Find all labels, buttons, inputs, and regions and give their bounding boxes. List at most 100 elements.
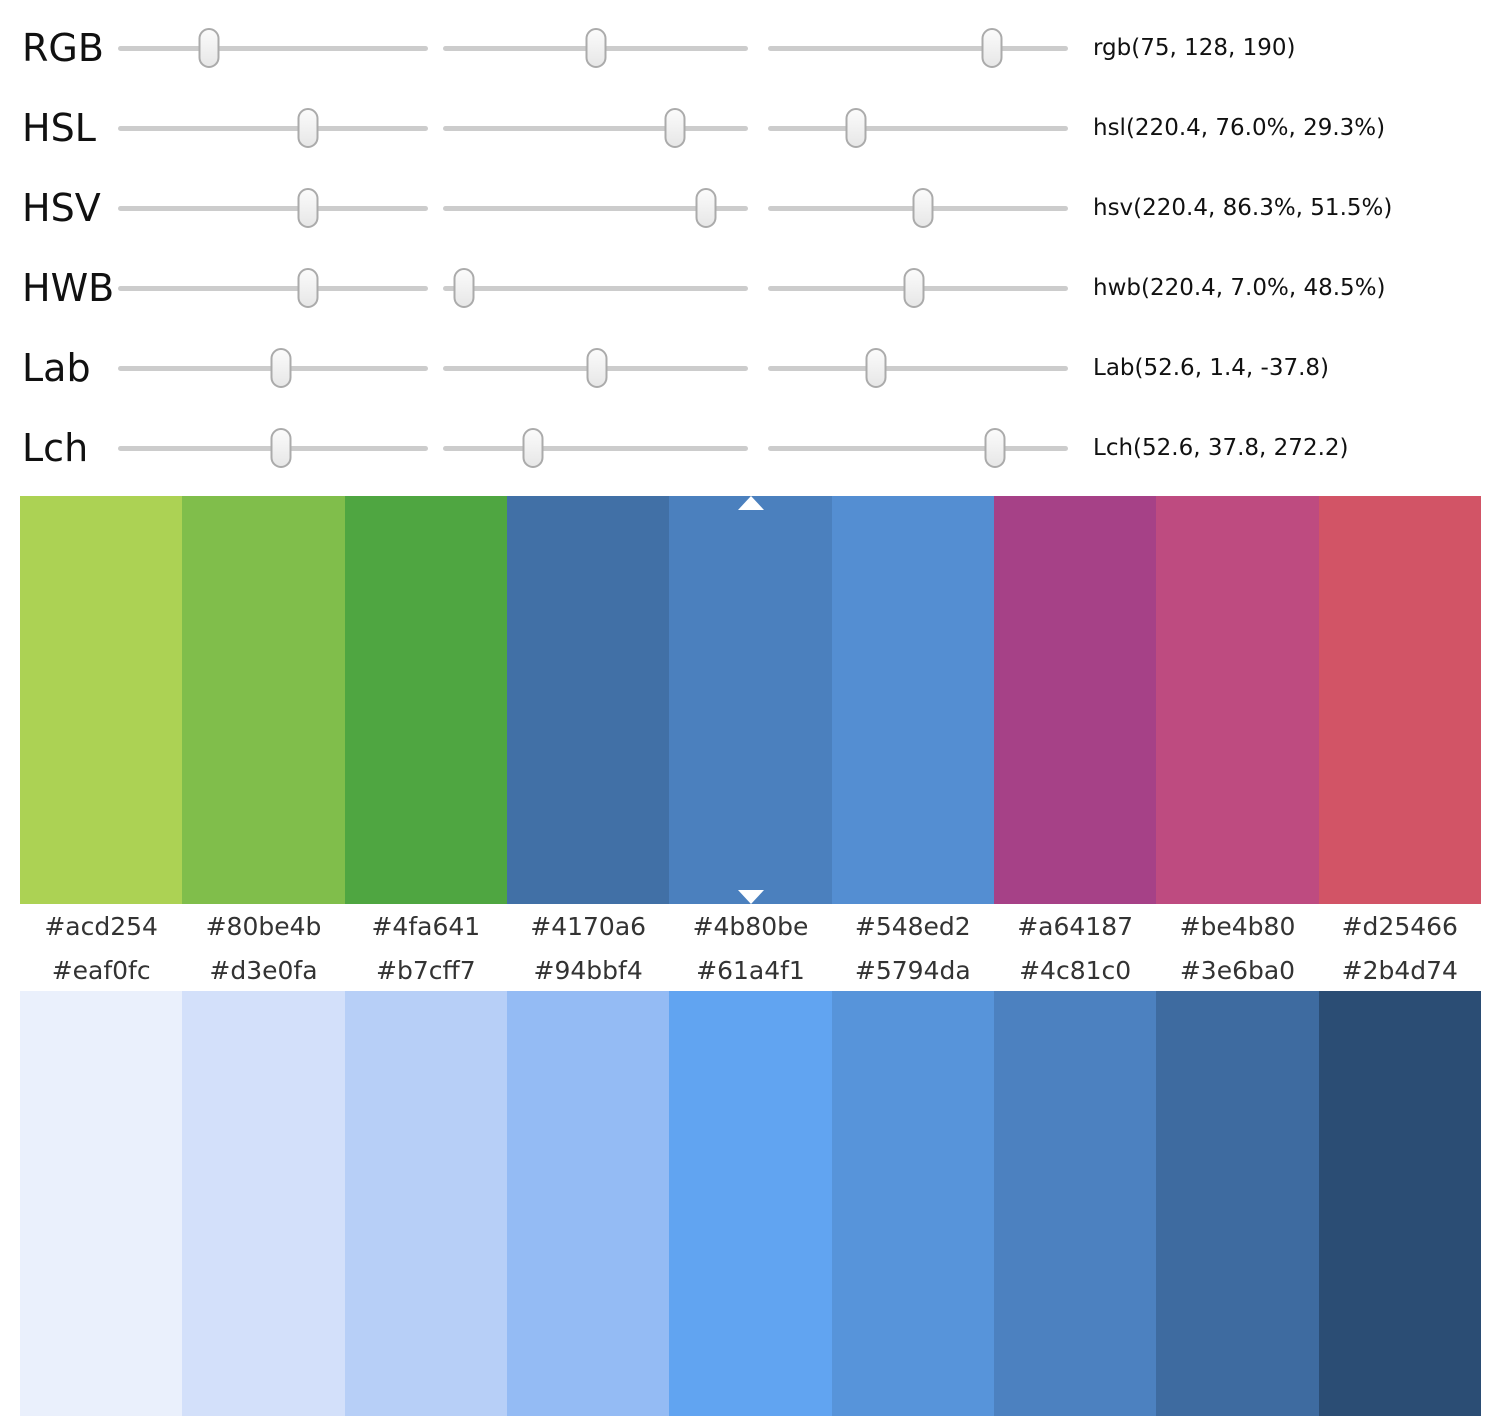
slider-handle[interactable] [586,348,608,388]
palette-main-swatch-label: #be4b80 [1179,912,1296,941]
slider-row-hsl: HSL hsl(220.4, 76.0%, 29.3%) [0,88,1501,168]
palette-shades-swatch[interactable] [344,991,507,1416]
slider-track-bar [118,205,428,211]
slider-track[interactable] [768,185,1068,231]
slider-track[interactable] [443,185,748,231]
slider-track-bar [768,125,1068,131]
palette-shades-swatch[interactable] [506,991,670,1416]
palette-main-swatch[interactable] [506,496,670,904]
slider-track-bar [118,285,428,291]
slider-handle[interactable] [198,28,220,68]
slider-track-bar [443,445,748,451]
palette-main-swatch[interactable] [831,496,994,904]
slider-track-bar [118,45,428,51]
palette-shades-swatch[interactable] [1156,991,1319,1416]
palette-main-swatch-label: #a64187 [1017,912,1134,941]
slider-track[interactable] [768,105,1068,151]
colorspace-label: HSV [22,186,101,230]
slider-track-bar [768,445,1068,451]
palette-shades-swatch-label: #eaf0fc [51,955,151,985]
slider-track[interactable] [118,345,428,391]
slider-track[interactable] [443,345,748,391]
palette-main-swatch[interactable] [993,496,1157,904]
palette-main-swatch-label: #4fa641 [371,912,481,941]
palette-main-swatch-label: #80be4b [205,912,322,941]
colorspace-label: HSL [22,106,96,150]
palette-main-labels: #acd254 #80be4b #4fa641 #4170a6 #4b80be #548e… [20,904,1481,949]
slider-handle[interactable] [453,268,475,308]
palette-shades-swatch-label: #2b4d74 [1341,955,1458,985]
palette-shades-swatch-label: #4c81c0 [1019,955,1132,985]
slider-track[interactable] [443,265,748,311]
slider-handle[interactable] [695,188,717,228]
slider-row-rgb: RGB rgb(75, 128, 190) [0,8,1501,88]
slider-track[interactable] [118,185,428,231]
palette-main-swatch[interactable] [669,496,832,904]
slider-handle[interactable] [270,428,292,468]
palette-shades-swatch-label: #d3e0fa [209,955,318,985]
slider-track[interactable] [118,105,428,151]
slider-track[interactable] [443,25,748,71]
slider-track-bar [768,365,1068,371]
palette-main-swatch-label: #4170a6 [530,912,647,941]
slider-track-bar [443,285,748,291]
palette-main [20,496,1481,904]
slider-handle[interactable] [865,348,887,388]
palette-shades-swatch-label: #94bbf4 [533,955,643,985]
slider-row-lch: Lch Lch(52.6, 37.8, 272.2) [0,408,1501,488]
palette-shades-swatch[interactable] [20,991,183,1416]
palette-main-swatch[interactable] [20,496,183,904]
slider-handle[interactable] [984,428,1006,468]
slider-handle[interactable] [664,108,686,148]
slider-handle[interactable] [270,348,292,388]
colorspace-label: RGB [22,26,104,70]
palette-main-swatch-label: #d25466 [1341,912,1458,941]
palette-shades-swatch[interactable] [1318,991,1481,1416]
slider-handle[interactable] [297,268,319,308]
slider-handle[interactable] [522,428,544,468]
palette-shades-swatch-label: #5794da [854,955,971,985]
slider-handle[interactable] [903,268,924,308]
palette-shades-swatch[interactable] [831,991,994,1416]
palette-shades-swatch[interactable] [993,991,1157,1416]
slider-track[interactable] [118,425,428,471]
slider-track[interactable] [768,25,1068,71]
slider-handle[interactable] [845,108,867,148]
color-value-text: hsv(220.4, 86.3%, 51.5%) [1093,195,1393,221]
palette-main-swatch[interactable] [1156,496,1319,904]
slider-track-bar [443,205,748,211]
palette-main-swatch[interactable] [1318,496,1481,904]
color-value-text: rgb(75, 128, 190) [1093,35,1296,61]
slider-row-hwb: HWB hwb(220.4, 7.0%, 48.5%) [0,248,1501,328]
slider-track[interactable] [768,345,1068,391]
colorspace-slider-panel: RGB rgb(75, 128, 190) HSL hsl(220.4, [0,0,1501,488]
palette-shades-swatch[interactable] [669,991,832,1416]
colorspace-label: HWB [22,266,115,310]
slider-handle[interactable] [981,28,1002,68]
slider-track[interactable] [768,425,1068,471]
color-value-text: Lab(52.6, 1.4, -37.8) [1093,355,1329,381]
palette-shades-swatch-label: #b7cff7 [376,955,476,985]
palette-main-swatch[interactable] [182,496,345,904]
slider-handle[interactable] [585,28,607,68]
slider-track[interactable] [118,25,428,71]
palette-main-swatch-label: #548ed2 [854,912,971,941]
selected-color-notch-top-icon [737,496,764,510]
palette-shades-swatch-label: #61a4f1 [696,955,805,985]
slider-handle[interactable] [297,108,319,148]
slider-row-hsv: HSV hsv(220.4, 86.3%, 51.5%) [0,168,1501,248]
selected-color-notch-bottom-icon [737,890,764,904]
palette-main-swatch-label: #acd254 [44,912,158,941]
slider-track-bar [768,45,1068,51]
slider-track[interactable] [768,265,1068,311]
slider-track[interactable] [443,105,748,151]
palette-main-swatch-label: #4b80be [692,912,809,941]
slider-handle[interactable] [297,188,319,228]
slider-track[interactable] [443,425,748,471]
palette-shades-swatch[interactable] [182,991,345,1416]
slider-track-bar [118,125,428,131]
palette-shades [20,991,1481,1416]
slider-track[interactable] [118,265,428,311]
slider-handle[interactable] [912,188,933,228]
palette-main-swatch[interactable] [344,496,507,904]
